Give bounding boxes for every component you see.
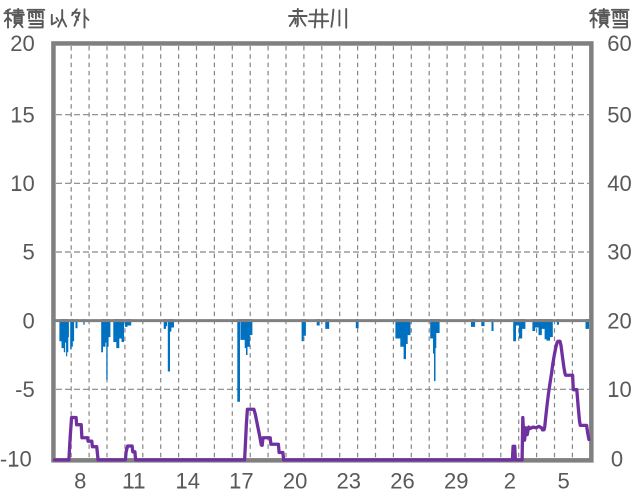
svg-text:29: 29 xyxy=(444,468,468,493)
svg-text:5: 5 xyxy=(22,240,34,265)
svg-text:30: 30 xyxy=(607,240,631,265)
svg-text:-5: -5 xyxy=(15,377,35,402)
svg-text:14: 14 xyxy=(175,468,199,493)
svg-text:50: 50 xyxy=(607,102,631,127)
svg-text:11: 11 xyxy=(123,468,146,493)
svg-text:10: 10 xyxy=(607,377,631,402)
svg-text:2: 2 xyxy=(504,468,516,493)
svg-text:15: 15 xyxy=(10,102,34,127)
svg-text:0: 0 xyxy=(22,308,34,333)
svg-text:20: 20 xyxy=(283,468,307,493)
svg-text:10: 10 xyxy=(10,171,34,196)
svg-text:5: 5 xyxy=(557,468,569,493)
svg-text:60: 60 xyxy=(607,31,631,56)
svg-text:0: 0 xyxy=(611,447,623,472)
svg-text:23: 23 xyxy=(337,468,361,493)
svg-text:40: 40 xyxy=(607,171,631,196)
svg-text:26: 26 xyxy=(390,468,414,493)
svg-text:-10: -10 xyxy=(0,447,32,472)
svg-text:17: 17 xyxy=(229,468,253,493)
svg-text:8: 8 xyxy=(74,468,86,493)
svg-text:20: 20 xyxy=(10,31,34,56)
svg-text:20: 20 xyxy=(607,308,631,333)
